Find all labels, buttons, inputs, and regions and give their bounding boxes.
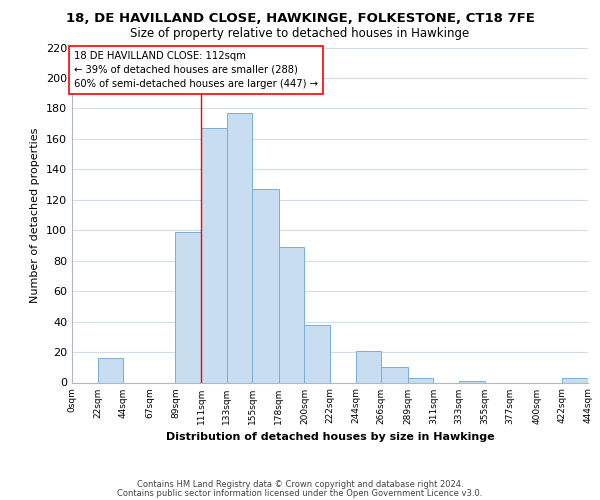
Bar	[175, 232, 201, 382]
Bar	[227, 113, 252, 382]
Bar	[381, 368, 408, 382]
Bar	[252, 189, 279, 382]
Bar	[279, 247, 304, 382]
X-axis label: Distribution of detached houses by size in Hawkinge: Distribution of detached houses by size …	[166, 432, 494, 442]
Text: Contains HM Land Registry data © Crown copyright and database right 2024.: Contains HM Land Registry data © Crown c…	[137, 480, 463, 489]
Text: 18 DE HAVILLAND CLOSE: 112sqm
← 39% of detached houses are smaller (288)
60% of : 18 DE HAVILLAND CLOSE: 112sqm ← 39% of d…	[74, 50, 319, 88]
Bar	[408, 378, 433, 382]
Bar	[562, 378, 588, 382]
Text: 18, DE HAVILLAND CLOSE, HAWKINGE, FOLKESTONE, CT18 7FE: 18, DE HAVILLAND CLOSE, HAWKINGE, FOLKES…	[65, 12, 535, 26]
Text: Contains public sector information licensed under the Open Government Licence v3: Contains public sector information licen…	[118, 488, 482, 498]
Bar	[459, 381, 485, 382]
Bar	[98, 358, 123, 382]
Bar	[201, 128, 227, 382]
Y-axis label: Number of detached properties: Number of detached properties	[31, 128, 40, 302]
Bar	[304, 324, 330, 382]
Bar	[356, 350, 381, 382]
Text: Size of property relative to detached houses in Hawkinge: Size of property relative to detached ho…	[130, 28, 470, 40]
